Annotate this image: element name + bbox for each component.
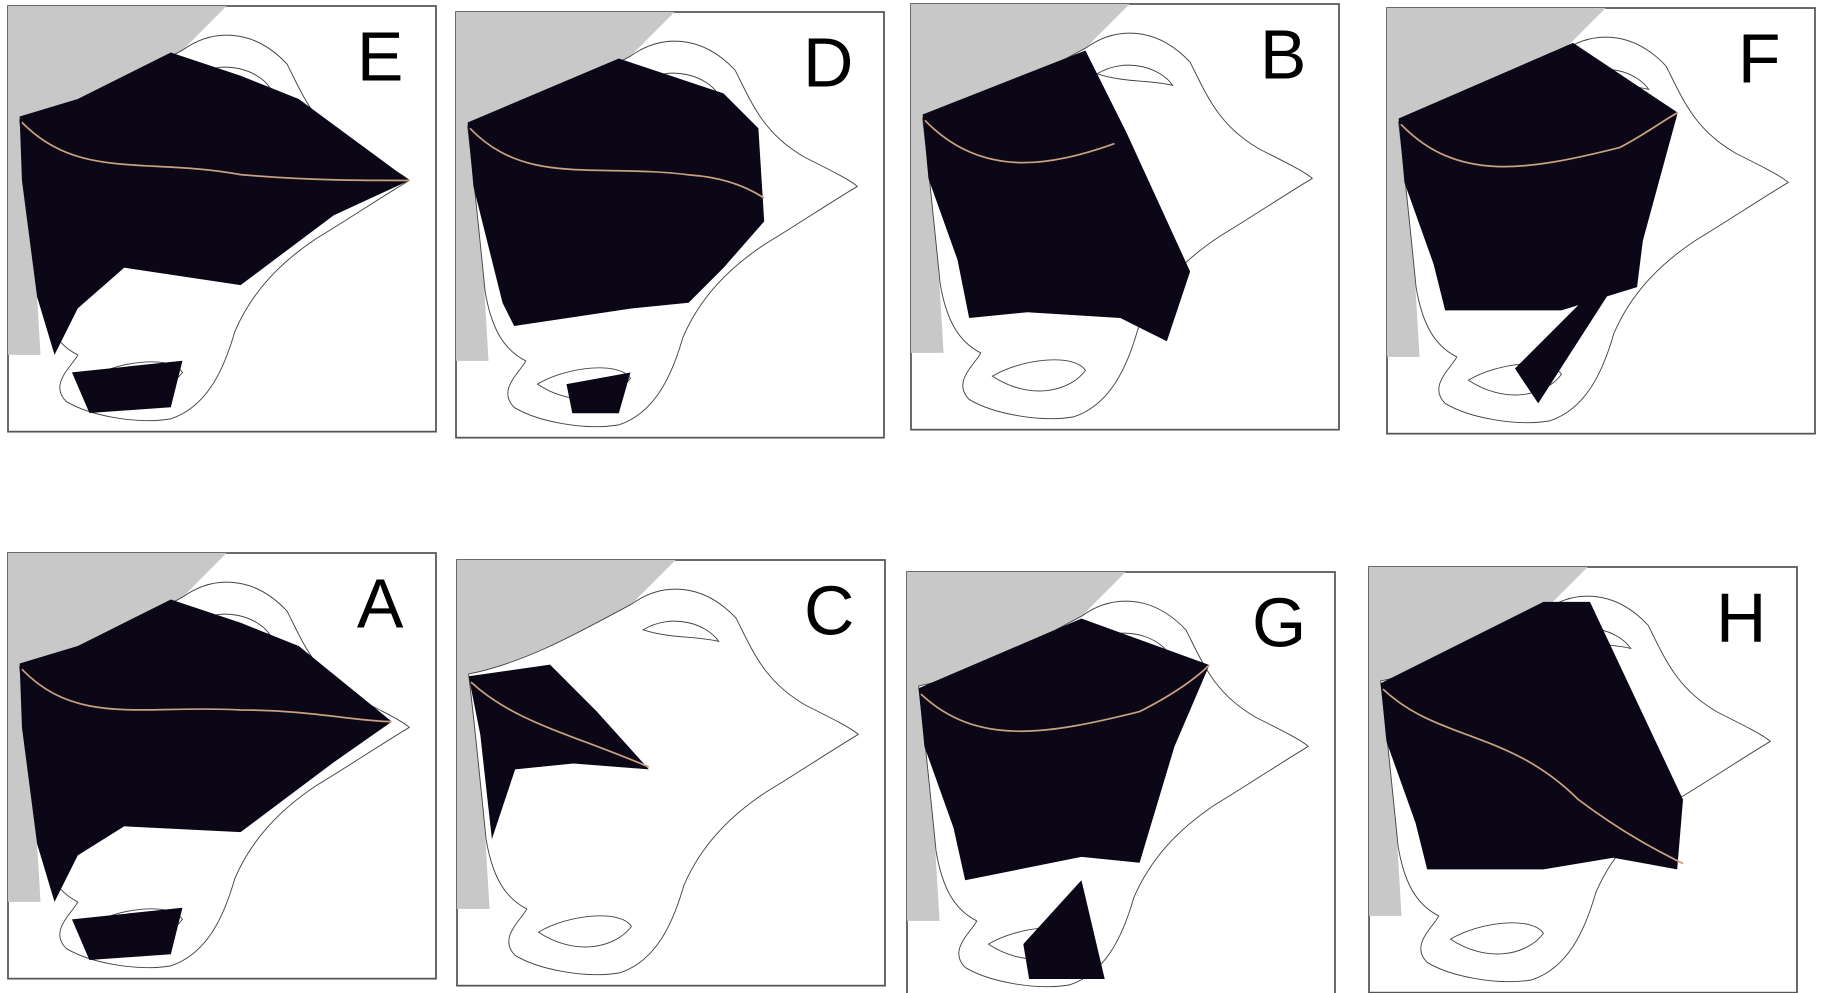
panel: B [910,3,1340,431]
panel-label: B [1260,15,1307,93]
panel: E [7,5,437,433]
panel-label: A [357,564,404,642]
panel-label: H [1716,578,1766,656]
panel: H [1368,566,1798,993]
panel-label: E [357,17,404,95]
panel: A [7,552,437,980]
panel: G [906,571,1336,993]
panel-label: D [803,23,853,101]
panel-label: G [1252,583,1306,661]
panel: D [455,11,885,439]
panel: C [456,559,886,987]
panel-label: C [804,571,854,649]
panel-label: F [1738,19,1781,97]
panel: F [1386,7,1816,435]
